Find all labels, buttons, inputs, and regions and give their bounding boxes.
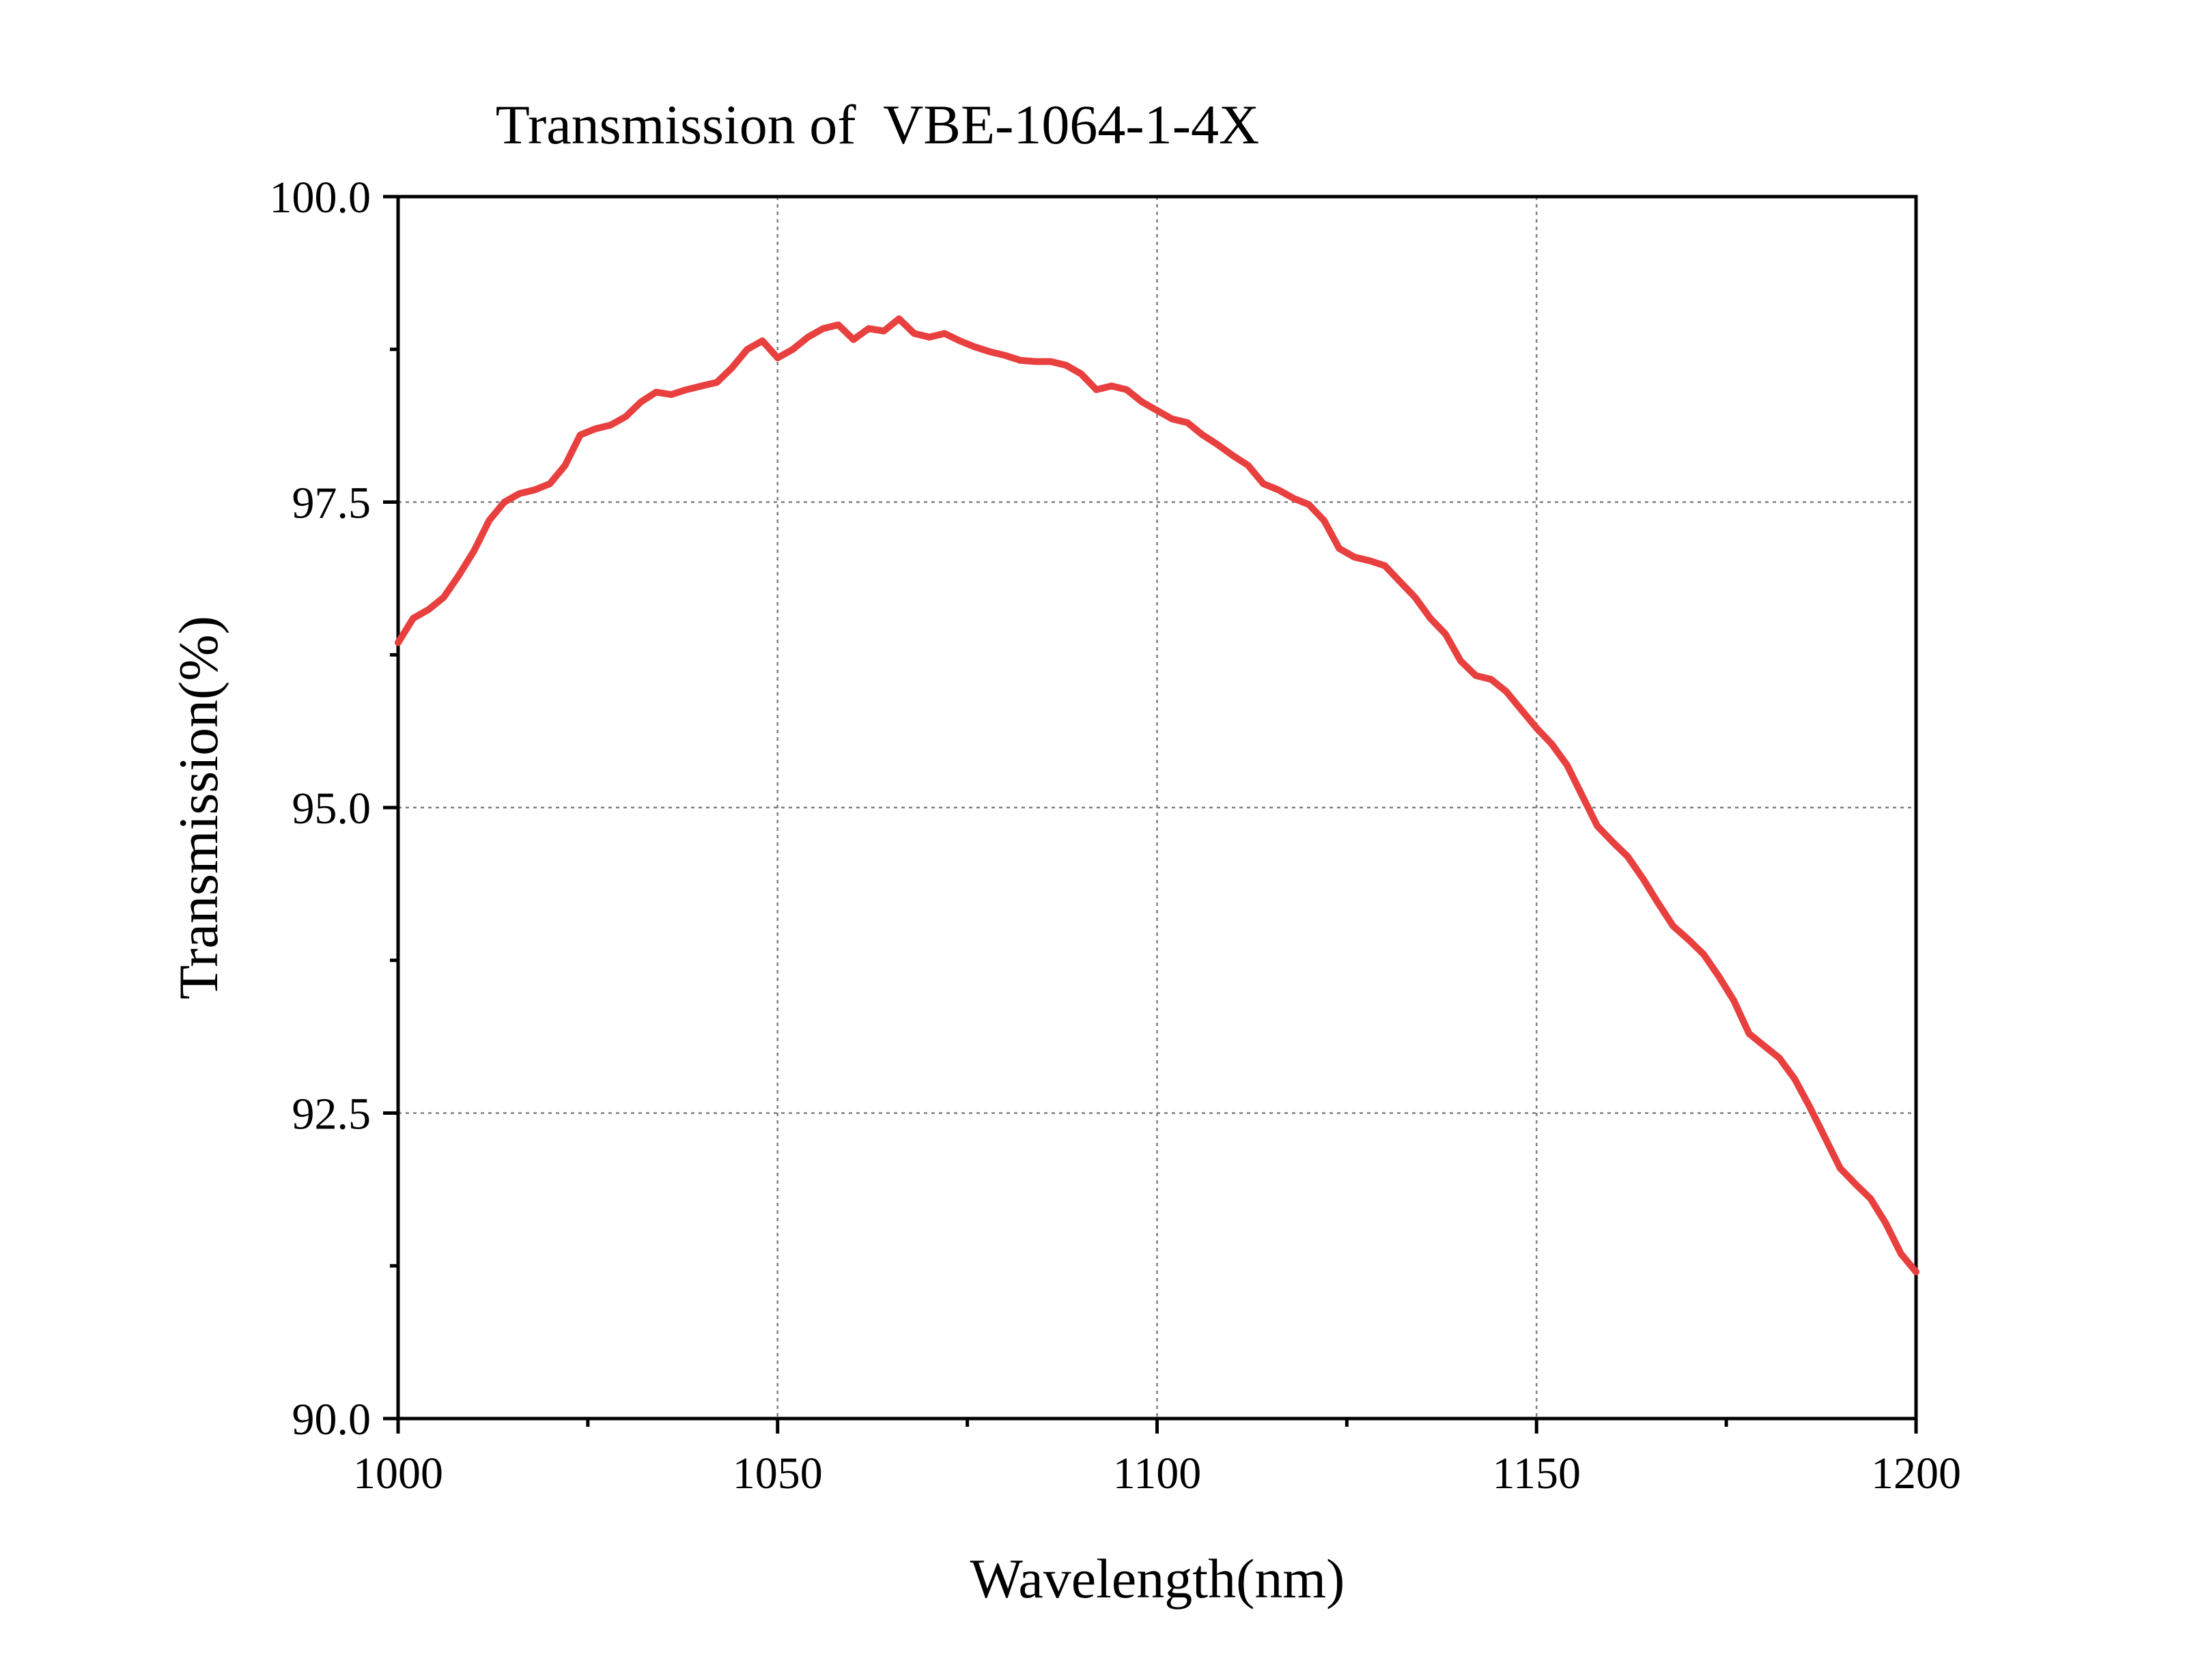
chart-title: Transmission of VBE-1064-1-4X [496,94,1259,156]
y-tick-label: 90.0 [292,1395,371,1444]
y-tick-labels: 90.0 92.5 95.0 97.5 100.0 [270,173,371,1444]
y-tick-label: 95.0 [292,784,371,834]
x-axis-label: Wavelength(nm) [970,1548,1345,1610]
series [395,315,1919,1276]
y-tick-label: 97.5 [292,479,371,528]
x-tick-label: 1050 [733,1449,823,1498]
x-tick-label: 1200 [1871,1449,1961,1498]
y-tick-label: 100.0 [270,173,371,223]
grid [398,197,1916,1419]
x-tick-label: 1150 [1492,1449,1581,1498]
axis-ticks [383,195,1918,1434]
y-tick-label: 92.5 [292,1090,371,1139]
y-axis-label: Transmission(%) [167,616,229,999]
x-tick-label: 1000 [353,1449,443,1498]
x-tick-labels: 1000 1050 1100 1150 1200 [353,1449,1961,1498]
series-line [395,315,1919,1276]
x-tick-label: 1100 [1113,1449,1202,1498]
